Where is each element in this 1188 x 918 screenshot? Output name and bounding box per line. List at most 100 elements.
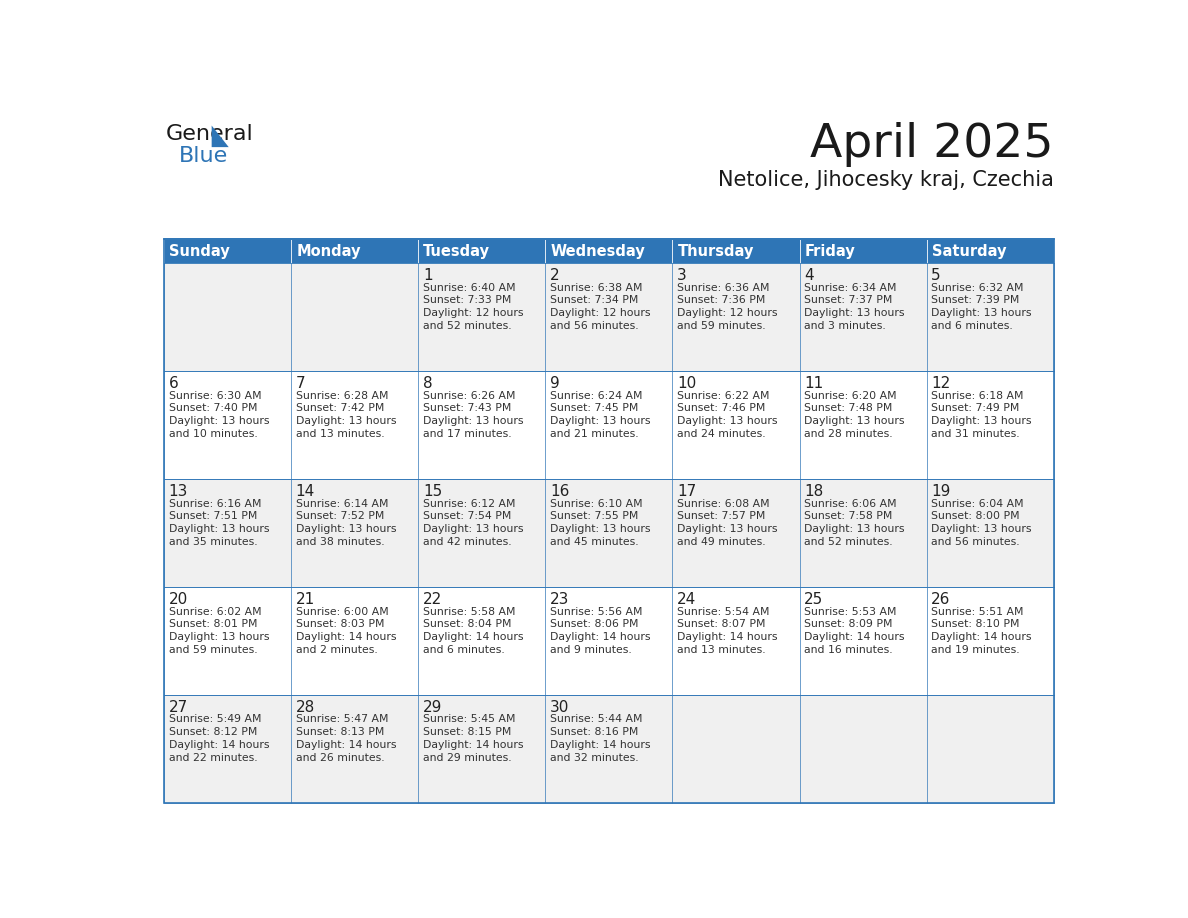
Bar xyxy=(418,588,545,695)
Text: Sunrise: 6:26 AM
Sunset: 7:43 PM
Daylight: 13 hours
and 17 minutes.: Sunrise: 6:26 AM Sunset: 7:43 PM Dayligh… xyxy=(423,390,524,439)
Bar xyxy=(545,695,672,803)
Bar xyxy=(672,239,800,263)
Text: Sunrise: 6:36 AM
Sunset: 7:36 PM
Daylight: 12 hours
and 59 minutes.: Sunrise: 6:36 AM Sunset: 7:36 PM Dayligh… xyxy=(677,283,778,331)
Text: 2: 2 xyxy=(550,268,560,283)
Text: Sunrise: 6:24 AM
Sunset: 7:45 PM
Daylight: 13 hours
and 21 minutes.: Sunrise: 6:24 AM Sunset: 7:45 PM Dayligh… xyxy=(550,390,651,439)
Text: 21: 21 xyxy=(296,592,315,607)
Bar xyxy=(164,588,291,695)
Bar xyxy=(800,372,927,479)
Bar xyxy=(291,263,418,372)
Polygon shape xyxy=(211,126,229,147)
Text: 5: 5 xyxy=(931,268,941,283)
Bar xyxy=(545,372,672,479)
Bar xyxy=(418,695,545,803)
Text: Saturday: Saturday xyxy=(931,243,1006,259)
Bar xyxy=(418,479,545,588)
Bar xyxy=(672,263,800,372)
Bar xyxy=(545,263,672,372)
Bar xyxy=(927,695,1054,803)
Text: Sunrise: 5:47 AM
Sunset: 8:13 PM
Daylight: 14 hours
and 26 minutes.: Sunrise: 5:47 AM Sunset: 8:13 PM Dayligh… xyxy=(296,714,397,763)
Text: Sunrise: 6:28 AM
Sunset: 7:42 PM
Daylight: 13 hours
and 13 minutes.: Sunrise: 6:28 AM Sunset: 7:42 PM Dayligh… xyxy=(296,390,397,439)
Text: Sunrise: 5:44 AM
Sunset: 8:16 PM
Daylight: 14 hours
and 32 minutes.: Sunrise: 5:44 AM Sunset: 8:16 PM Dayligh… xyxy=(550,714,651,763)
Text: 28: 28 xyxy=(296,700,315,715)
Bar xyxy=(672,695,800,803)
Text: Sunrise: 6:00 AM
Sunset: 8:03 PM
Daylight: 14 hours
and 2 minutes.: Sunrise: 6:00 AM Sunset: 8:03 PM Dayligh… xyxy=(296,607,397,655)
Text: Netolice, Jihocesky kraj, Czechia: Netolice, Jihocesky kraj, Czechia xyxy=(718,170,1054,190)
Bar xyxy=(545,588,672,695)
Bar xyxy=(800,263,927,372)
Bar xyxy=(164,372,291,479)
Text: 18: 18 xyxy=(804,484,823,498)
Text: Sunrise: 6:32 AM
Sunset: 7:39 PM
Daylight: 13 hours
and 6 minutes.: Sunrise: 6:32 AM Sunset: 7:39 PM Dayligh… xyxy=(931,283,1031,331)
Text: April 2025: April 2025 xyxy=(810,122,1054,167)
Text: Sunrise: 6:06 AM
Sunset: 7:58 PM
Daylight: 13 hours
and 52 minutes.: Sunrise: 6:06 AM Sunset: 7:58 PM Dayligh… xyxy=(804,498,904,547)
Text: Sunrise: 6:22 AM
Sunset: 7:46 PM
Daylight: 13 hours
and 24 minutes.: Sunrise: 6:22 AM Sunset: 7:46 PM Dayligh… xyxy=(677,390,778,439)
Text: Tuesday: Tuesday xyxy=(423,243,491,259)
Bar xyxy=(291,695,418,803)
Text: 24: 24 xyxy=(677,592,696,607)
Text: 26: 26 xyxy=(931,592,950,607)
Text: General: General xyxy=(165,124,253,144)
Text: Sunrise: 6:02 AM
Sunset: 8:01 PM
Daylight: 13 hours
and 59 minutes.: Sunrise: 6:02 AM Sunset: 8:01 PM Dayligh… xyxy=(169,607,270,655)
Text: Blue: Blue xyxy=(178,146,228,166)
Text: Sunrise: 6:30 AM
Sunset: 7:40 PM
Daylight: 13 hours
and 10 minutes.: Sunrise: 6:30 AM Sunset: 7:40 PM Dayligh… xyxy=(169,390,270,439)
Text: 15: 15 xyxy=(423,484,442,498)
Bar xyxy=(800,588,927,695)
Bar xyxy=(545,239,672,263)
Text: Sunrise: 5:51 AM
Sunset: 8:10 PM
Daylight: 14 hours
and 19 minutes.: Sunrise: 5:51 AM Sunset: 8:10 PM Dayligh… xyxy=(931,607,1031,655)
Text: 22: 22 xyxy=(423,592,442,607)
Text: Sunrise: 6:16 AM
Sunset: 7:51 PM
Daylight: 13 hours
and 35 minutes.: Sunrise: 6:16 AM Sunset: 7:51 PM Dayligh… xyxy=(169,498,270,547)
Text: 29: 29 xyxy=(423,700,442,715)
Text: Sunrise: 5:53 AM
Sunset: 8:09 PM
Daylight: 14 hours
and 16 minutes.: Sunrise: 5:53 AM Sunset: 8:09 PM Dayligh… xyxy=(804,607,904,655)
Text: Sunrise: 6:20 AM
Sunset: 7:48 PM
Daylight: 13 hours
and 28 minutes.: Sunrise: 6:20 AM Sunset: 7:48 PM Dayligh… xyxy=(804,390,904,439)
Text: 30: 30 xyxy=(550,700,569,715)
Text: Sunrise: 5:56 AM
Sunset: 8:06 PM
Daylight: 14 hours
and 9 minutes.: Sunrise: 5:56 AM Sunset: 8:06 PM Dayligh… xyxy=(550,607,651,655)
Bar xyxy=(927,372,1054,479)
Text: Friday: Friday xyxy=(804,243,855,259)
Text: 12: 12 xyxy=(931,376,950,391)
Bar xyxy=(927,479,1054,588)
Bar xyxy=(672,372,800,479)
Text: Monday: Monday xyxy=(296,243,361,259)
Bar xyxy=(800,239,927,263)
Bar xyxy=(291,479,418,588)
Bar xyxy=(927,588,1054,695)
Bar xyxy=(164,695,291,803)
Text: 8: 8 xyxy=(423,376,432,391)
Text: 20: 20 xyxy=(169,592,188,607)
Bar xyxy=(418,372,545,479)
Text: 13: 13 xyxy=(169,484,188,498)
Bar xyxy=(291,588,418,695)
Bar xyxy=(545,479,672,588)
Text: 14: 14 xyxy=(296,484,315,498)
Text: Sunrise: 6:14 AM
Sunset: 7:52 PM
Daylight: 13 hours
and 38 minutes.: Sunrise: 6:14 AM Sunset: 7:52 PM Dayligh… xyxy=(296,498,397,547)
Text: 4: 4 xyxy=(804,268,814,283)
Text: 1: 1 xyxy=(423,268,432,283)
Text: Sunrise: 6:18 AM
Sunset: 7:49 PM
Daylight: 13 hours
and 31 minutes.: Sunrise: 6:18 AM Sunset: 7:49 PM Dayligh… xyxy=(931,390,1031,439)
Text: Sunrise: 5:49 AM
Sunset: 8:12 PM
Daylight: 14 hours
and 22 minutes.: Sunrise: 5:49 AM Sunset: 8:12 PM Dayligh… xyxy=(169,714,270,763)
Text: 7: 7 xyxy=(296,376,305,391)
Text: Sunrise: 6:08 AM
Sunset: 7:57 PM
Daylight: 13 hours
and 49 minutes.: Sunrise: 6:08 AM Sunset: 7:57 PM Dayligh… xyxy=(677,498,778,547)
Text: 19: 19 xyxy=(931,484,950,498)
Bar xyxy=(164,239,291,263)
Text: Sunrise: 6:10 AM
Sunset: 7:55 PM
Daylight: 13 hours
and 45 minutes.: Sunrise: 6:10 AM Sunset: 7:55 PM Dayligh… xyxy=(550,498,651,547)
Bar xyxy=(164,239,1054,803)
Bar xyxy=(672,479,800,588)
Text: Sunrise: 6:38 AM
Sunset: 7:34 PM
Daylight: 12 hours
and 56 minutes.: Sunrise: 6:38 AM Sunset: 7:34 PM Dayligh… xyxy=(550,283,651,331)
Bar xyxy=(672,588,800,695)
Text: 17: 17 xyxy=(677,484,696,498)
Bar xyxy=(164,479,291,588)
Text: 6: 6 xyxy=(169,376,178,391)
Bar xyxy=(418,263,545,372)
Text: Sunrise: 6:34 AM
Sunset: 7:37 PM
Daylight: 13 hours
and 3 minutes.: Sunrise: 6:34 AM Sunset: 7:37 PM Dayligh… xyxy=(804,283,904,331)
Text: Sunrise: 5:54 AM
Sunset: 8:07 PM
Daylight: 14 hours
and 13 minutes.: Sunrise: 5:54 AM Sunset: 8:07 PM Dayligh… xyxy=(677,607,778,655)
Text: Sunday: Sunday xyxy=(169,243,229,259)
Bar xyxy=(418,239,545,263)
Bar xyxy=(800,479,927,588)
Text: Wednesday: Wednesday xyxy=(550,243,645,259)
Bar xyxy=(291,372,418,479)
Text: 3: 3 xyxy=(677,268,687,283)
Text: 23: 23 xyxy=(550,592,569,607)
Text: Thursday: Thursday xyxy=(677,243,754,259)
Text: 27: 27 xyxy=(169,700,188,715)
